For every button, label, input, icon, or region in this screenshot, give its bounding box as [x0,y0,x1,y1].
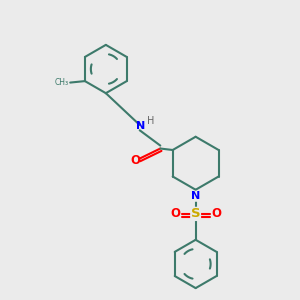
Text: S: S [191,207,200,220]
Text: O: O [211,207,221,220]
Text: H: H [147,116,155,126]
Text: O: O [170,207,180,220]
Text: N: N [191,191,200,201]
Text: O: O [130,154,141,167]
Text: CH₃: CH₃ [55,78,69,87]
Text: N: N [136,121,145,130]
